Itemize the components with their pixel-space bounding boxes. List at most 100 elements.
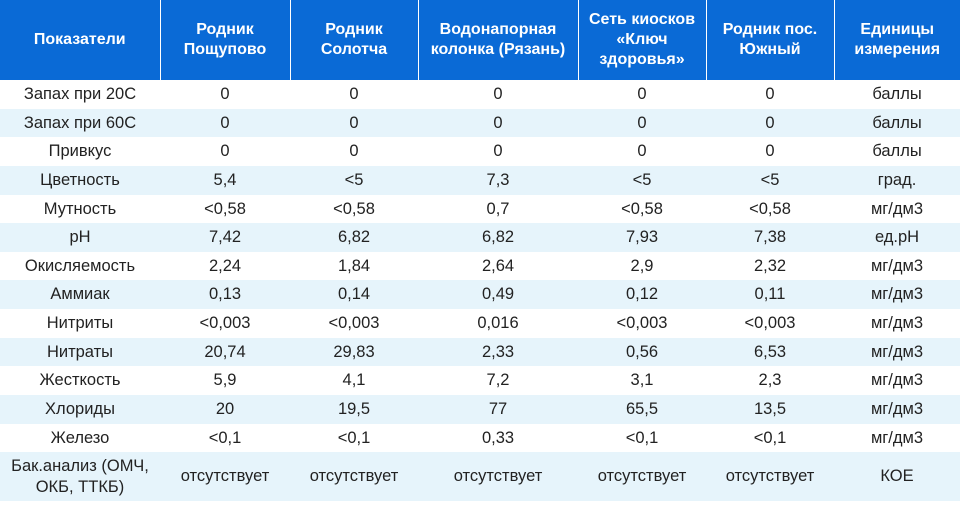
row-label: Жесткость (0, 366, 160, 395)
col-header: Родник пос. Южный (706, 0, 834, 80)
value-cell: 0 (290, 80, 418, 109)
value-cell: отсутствует (706, 452, 834, 501)
value-cell: 0 (418, 109, 578, 138)
value-cell: 2,3 (706, 366, 834, 395)
value-cell: 0 (706, 109, 834, 138)
value-cell: 20 (160, 395, 290, 424)
unit-cell: мг/дм3 (834, 280, 960, 309)
value-cell: 0 (160, 80, 290, 109)
value-cell: 2,33 (418, 338, 578, 367)
unit-cell: мг/дм3 (834, 309, 960, 338)
value-cell: 7,2 (418, 366, 578, 395)
col-header: Показатели (0, 0, 160, 80)
value-cell: <5 (706, 166, 834, 195)
value-cell: <0,003 (578, 309, 706, 338)
value-cell: <0,58 (290, 195, 418, 224)
value-cell: 7,38 (706, 223, 834, 252)
value-cell: 7,93 (578, 223, 706, 252)
table-row: Бак.анализ (ОМЧ, ОКБ, ТТКБ)отсутствуетот… (0, 452, 960, 501)
row-label: Запах при 60С (0, 109, 160, 138)
unit-cell: баллы (834, 80, 960, 109)
value-cell: 0 (578, 109, 706, 138)
table-row: Аммиак0,130,140,490,120,11мг/дм3 (0, 280, 960, 309)
header-row: Показатели Родник Пощупово Родник Солотч… (0, 0, 960, 80)
value-cell: 0,11 (706, 280, 834, 309)
value-cell: 0,49 (418, 280, 578, 309)
row-label: Мутность (0, 195, 160, 224)
col-header: Единицы измерения (834, 0, 960, 80)
row-label: Нитраты (0, 338, 160, 367)
table-row: Нитриты<0,003<0,0030,016<0,003<0,003мг/д… (0, 309, 960, 338)
unit-cell: мг/дм3 (834, 195, 960, 224)
table-row: Цветность5,4<57,3<5<5град. (0, 166, 960, 195)
value-cell: <0,003 (290, 309, 418, 338)
table-row: Привкус00000баллы (0, 137, 960, 166)
table-row: рН7,426,826,827,937,38ед.рН (0, 223, 960, 252)
value-cell: <5 (578, 166, 706, 195)
value-cell: 0 (706, 80, 834, 109)
table-row: Запах при 20С00000баллы (0, 80, 960, 109)
value-cell: 0,016 (418, 309, 578, 338)
value-cell: 2,24 (160, 252, 290, 281)
value-cell: 0 (290, 109, 418, 138)
value-cell: 0,14 (290, 280, 418, 309)
unit-cell: КОЕ (834, 452, 960, 501)
table-row: Окисляемость2,241,842,642,92,32мг/дм3 (0, 252, 960, 281)
value-cell: <0,1 (706, 424, 834, 453)
value-cell: отсутствует (418, 452, 578, 501)
value-cell: <0,58 (578, 195, 706, 224)
value-cell: 29,83 (290, 338, 418, 367)
unit-cell: баллы (834, 109, 960, 138)
water-analysis-table: Показатели Родник Пощупово Родник Солотч… (0, 0, 960, 501)
value-cell: 6,53 (706, 338, 834, 367)
value-cell: 7,42 (160, 223, 290, 252)
value-cell: <0,1 (160, 424, 290, 453)
row-label: Хлориды (0, 395, 160, 424)
col-header: Водонапорная колонка (Рязань) (418, 0, 578, 80)
value-cell: 0 (418, 137, 578, 166)
row-label: рН (0, 223, 160, 252)
row-label: Цветность (0, 166, 160, 195)
value-cell: 0,13 (160, 280, 290, 309)
unit-cell: мг/дм3 (834, 424, 960, 453)
value-cell: 4,1 (290, 366, 418, 395)
value-cell: 0,33 (418, 424, 578, 453)
value-cell: 2,32 (706, 252, 834, 281)
value-cell: 65,5 (578, 395, 706, 424)
value-cell: 0 (418, 80, 578, 109)
value-cell: 2,9 (578, 252, 706, 281)
table-row: Хлориды2019,57765,513,5мг/дм3 (0, 395, 960, 424)
row-label: Привкус (0, 137, 160, 166)
value-cell: 7,3 (418, 166, 578, 195)
row-label: Окисляемость (0, 252, 160, 281)
value-cell: <5 (290, 166, 418, 195)
value-cell: 0,12 (578, 280, 706, 309)
table-row: Запах при 60С00000баллы (0, 109, 960, 138)
value-cell: <0,58 (160, 195, 290, 224)
value-cell: 0 (290, 137, 418, 166)
col-header: Родник Пощупово (160, 0, 290, 80)
value-cell: <0,58 (706, 195, 834, 224)
unit-cell: мг/дм3 (834, 395, 960, 424)
unit-cell: мг/дм3 (834, 338, 960, 367)
value-cell: 19,5 (290, 395, 418, 424)
value-cell: 0 (578, 137, 706, 166)
row-label: Железо (0, 424, 160, 453)
value-cell: <0,003 (706, 309, 834, 338)
value-cell: 6,82 (290, 223, 418, 252)
value-cell: 5,9 (160, 366, 290, 395)
value-cell: отсутствует (160, 452, 290, 501)
value-cell: 6,82 (418, 223, 578, 252)
row-label: Аммиак (0, 280, 160, 309)
col-header: Сеть киосков «Ключ здоровья» (578, 0, 706, 80)
value-cell: 0 (160, 137, 290, 166)
value-cell: 0 (160, 109, 290, 138)
value-cell: 0 (578, 80, 706, 109)
unit-cell: баллы (834, 137, 960, 166)
value-cell: 20,74 (160, 338, 290, 367)
table-row: Железо<0,1<0,10,33<0,1<0,1мг/дм3 (0, 424, 960, 453)
row-label: Бак.анализ (ОМЧ, ОКБ, ТТКБ) (0, 452, 160, 501)
value-cell: 0,7 (418, 195, 578, 224)
unit-cell: ед.рН (834, 223, 960, 252)
unit-cell: мг/дм3 (834, 252, 960, 281)
